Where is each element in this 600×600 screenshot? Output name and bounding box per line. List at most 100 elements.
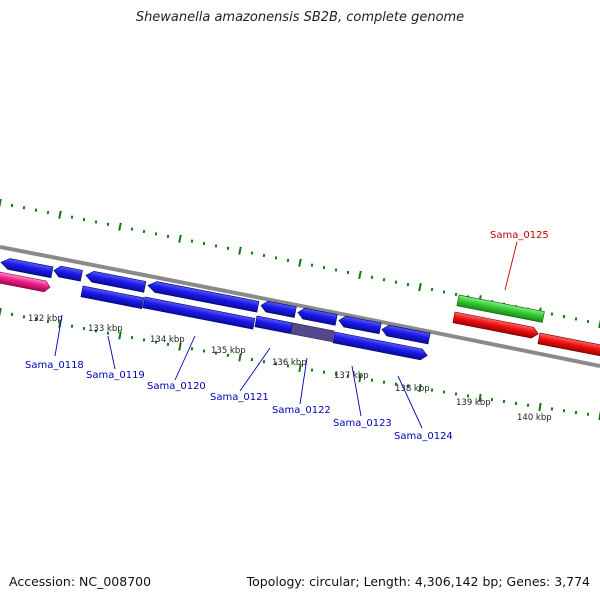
gene-leader-lines bbox=[54, 241, 518, 429]
minor-tick-mark bbox=[262, 360, 266, 364]
gene-arrow[interactable] bbox=[260, 300, 297, 318]
gene-arrow[interactable] bbox=[254, 315, 293, 335]
major-tick-mark bbox=[178, 342, 182, 351]
minor-tick-mark bbox=[370, 378, 374, 382]
minor-tick-mark bbox=[394, 382, 398, 386]
minor-tick-mark bbox=[34, 317, 38, 321]
minor-tick-mark bbox=[226, 353, 230, 357]
minor-tick-mark bbox=[562, 314, 566, 319]
gene-arrow[interactable] bbox=[456, 294, 545, 323]
minor-tick-mark bbox=[370, 275, 374, 279]
minor-tick-mark bbox=[586, 412, 590, 416]
minor-tick-mark bbox=[274, 362, 278, 366]
major-tick-mark bbox=[358, 374, 362, 383]
minor-tick-mark bbox=[322, 265, 326, 270]
gene-label-sama-0125[interactable]: Sama_0125 bbox=[490, 230, 549, 241]
major-tick-mark bbox=[118, 222, 122, 231]
minor-tick-mark bbox=[130, 227, 134, 231]
minor-tick-mark bbox=[22, 206, 26, 210]
gene-arrow[interactable] bbox=[332, 331, 428, 361]
minor-tick-mark bbox=[82, 326, 86, 331]
minor-tick-mark bbox=[406, 384, 410, 388]
leader-line-sama-0121 bbox=[239, 347, 271, 392]
minor-tick-mark bbox=[574, 317, 578, 321]
major-tick-mark bbox=[178, 234, 182, 243]
gene-arrow[interactable] bbox=[85, 270, 147, 293]
major-tick-mark bbox=[538, 402, 542, 412]
minor-tick-mark bbox=[130, 335, 134, 340]
minor-tick-mark bbox=[454, 292, 458, 297]
minor-tick-mark bbox=[250, 251, 254, 255]
major-tick-mark bbox=[298, 258, 302, 267]
minor-tick-mark bbox=[190, 347, 194, 351]
tick-label: 139 kbp bbox=[456, 398, 491, 408]
tick-label: 133 kbp bbox=[88, 324, 123, 334]
major-tick-mark bbox=[0, 198, 2, 208]
minor-tick-mark bbox=[334, 372, 338, 376]
gene-arrow[interactable] bbox=[142, 296, 256, 330]
minor-tick-mark bbox=[142, 338, 146, 342]
gene-arrow[interactable] bbox=[381, 324, 431, 345]
gene-arrow[interactable] bbox=[80, 285, 145, 309]
minor-tick-mark bbox=[454, 392, 458, 396]
gene-label-sama-0119[interactable]: Sama_0119 bbox=[86, 370, 145, 381]
genome-backbone bbox=[0, 245, 600, 368]
minor-tick-mark bbox=[514, 401, 518, 406]
major-tick-mark bbox=[418, 282, 422, 292]
minor-tick-mark bbox=[34, 208, 38, 212]
minor-tick-mark bbox=[154, 340, 158, 344]
minor-tick-mark bbox=[214, 351, 218, 355]
major-tick-mark bbox=[298, 363, 302, 373]
minor-tick-mark bbox=[46, 210, 50, 215]
minor-tick-mark bbox=[106, 222, 110, 226]
major-tick-mark bbox=[0, 307, 2, 317]
map-title: Shewanella amazonensis SB2B, complete ge… bbox=[135, 10, 465, 25]
major-tick-mark bbox=[58, 210, 62, 219]
gene-label-sama-0118[interactable]: Sama_0118 bbox=[25, 360, 84, 371]
gene-arrow[interactable] bbox=[338, 315, 382, 335]
gene-arrow[interactable] bbox=[0, 271, 51, 293]
minor-tick-mark bbox=[346, 374, 350, 378]
tick-label: 135 kbp bbox=[211, 346, 246, 356]
gene-arrow[interactable] bbox=[53, 265, 83, 282]
gene-label-sama-0124[interactable]: Sama_0124 bbox=[394, 431, 453, 442]
minor-tick-mark bbox=[226, 246, 230, 250]
minor-tick-mark bbox=[442, 290, 446, 294]
minor-tick-mark bbox=[334, 268, 338, 272]
major-tick-mark bbox=[238, 353, 242, 362]
gene-label-sama-0120[interactable]: Sama_0120 bbox=[147, 381, 206, 392]
major-tick-mark bbox=[358, 270, 362, 280]
tick-label: 132 kbp bbox=[28, 314, 63, 324]
minor-tick-mark bbox=[430, 388, 434, 392]
gene-arrow[interactable] bbox=[297, 307, 338, 326]
leader-line-sama-0118 bbox=[54, 314, 63, 357]
minor-tick-mark bbox=[322, 370, 326, 374]
gene-label-sama-0123[interactable]: Sama_0123 bbox=[333, 418, 392, 429]
minor-tick-mark bbox=[250, 357, 254, 362]
gene-arrow[interactable] bbox=[537, 332, 600, 357]
tick-label: 140 kbp bbox=[517, 413, 552, 423]
minor-tick-mark bbox=[406, 282, 410, 287]
minor-tick-mark bbox=[10, 312, 14, 317]
minor-tick-mark bbox=[94, 329, 98, 333]
minor-tick-mark bbox=[394, 280, 398, 284]
minor-tick-mark bbox=[166, 234, 170, 238]
gene-arrow[interactable] bbox=[147, 280, 260, 313]
gene-label-sama-0122[interactable]: Sama_0122 bbox=[272, 405, 331, 416]
minor-tick-mark bbox=[202, 349, 206, 353]
minor-tick-mark bbox=[262, 253, 266, 258]
minor-tick-mark bbox=[70, 215, 74, 219]
minor-tick-mark bbox=[346, 270, 350, 275]
gene-overlap-region bbox=[290, 322, 335, 343]
minor-tick-mark bbox=[382, 278, 386, 282]
minor-tick-mark bbox=[10, 203, 14, 208]
minor-tick-mark bbox=[550, 312, 554, 316]
minor-tick-mark bbox=[562, 409, 566, 413]
minor-tick-mark bbox=[310, 263, 314, 267]
gene-arrow[interactable] bbox=[452, 311, 540, 339]
tick-label: 138 kbp bbox=[395, 384, 430, 394]
leader-line-sama-0119 bbox=[107, 335, 116, 370]
gene-label-sama-0121[interactable]: Sama_0121 bbox=[210, 392, 269, 403]
gene-arrow[interactable] bbox=[0, 257, 54, 279]
